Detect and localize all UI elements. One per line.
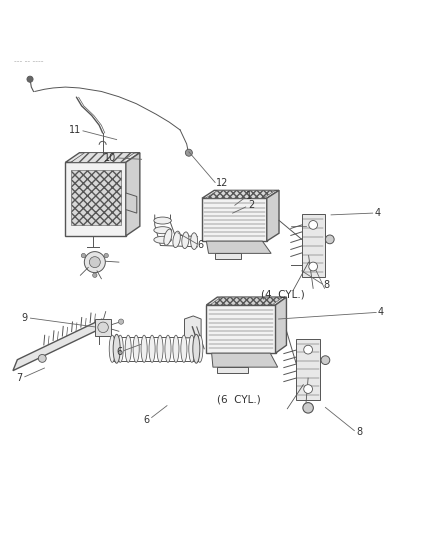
Text: 6: 6: [197, 240, 203, 249]
Polygon shape: [201, 190, 279, 198]
Circle shape: [27, 76, 33, 82]
Ellipse shape: [190, 233, 197, 249]
Ellipse shape: [109, 335, 115, 362]
Polygon shape: [301, 214, 324, 278]
Text: --- -- ----: --- -- ----: [14, 58, 43, 66]
Text: 12: 12: [215, 179, 228, 188]
Ellipse shape: [153, 236, 171, 243]
Text: 4: 4: [377, 308, 383, 318]
Ellipse shape: [84, 252, 105, 272]
Polygon shape: [71, 153, 134, 163]
Text: 9: 9: [21, 313, 28, 323]
Text: 2: 2: [247, 200, 254, 210]
Ellipse shape: [133, 335, 139, 362]
Polygon shape: [71, 170, 120, 225]
Circle shape: [81, 253, 85, 258]
Polygon shape: [205, 190, 275, 198]
Ellipse shape: [180, 335, 187, 362]
Text: (4  CYL.): (4 CYL.): [261, 290, 304, 300]
Text: 8: 8: [355, 427, 361, 437]
Text: (6  CYL.): (6 CYL.): [217, 395, 261, 405]
Polygon shape: [13, 319, 102, 370]
Polygon shape: [295, 338, 319, 400]
Ellipse shape: [89, 257, 100, 268]
Polygon shape: [209, 297, 283, 305]
Polygon shape: [206, 241, 271, 253]
Ellipse shape: [181, 232, 188, 248]
Circle shape: [320, 356, 329, 365]
Ellipse shape: [148, 335, 155, 362]
Circle shape: [308, 221, 317, 229]
Text: 11: 11: [69, 125, 81, 135]
Ellipse shape: [113, 334, 120, 363]
Ellipse shape: [173, 231, 180, 248]
Text: 6: 6: [116, 347, 122, 357]
Ellipse shape: [141, 335, 147, 362]
Text: 4: 4: [374, 208, 380, 218]
Polygon shape: [65, 163, 126, 236]
Polygon shape: [217, 367, 247, 373]
Circle shape: [118, 319, 124, 324]
Text: 8: 8: [323, 280, 329, 290]
Circle shape: [302, 402, 313, 413]
Text: 7: 7: [16, 373, 22, 383]
Ellipse shape: [163, 229, 172, 245]
Polygon shape: [215, 253, 241, 260]
Ellipse shape: [153, 217, 171, 224]
Polygon shape: [211, 353, 277, 367]
Text: 1: 1: [245, 191, 251, 201]
Ellipse shape: [188, 335, 194, 362]
Ellipse shape: [153, 227, 171, 233]
Polygon shape: [126, 153, 140, 236]
Text: 6: 6: [143, 415, 149, 425]
Polygon shape: [206, 305, 275, 353]
Polygon shape: [65, 153, 140, 163]
Circle shape: [303, 345, 312, 354]
Circle shape: [325, 235, 333, 244]
Circle shape: [92, 273, 97, 278]
Circle shape: [185, 149, 192, 156]
Circle shape: [308, 262, 317, 271]
Ellipse shape: [165, 335, 171, 362]
Ellipse shape: [173, 335, 179, 362]
Circle shape: [38, 354, 46, 362]
Polygon shape: [275, 297, 286, 353]
Polygon shape: [266, 190, 279, 241]
Ellipse shape: [196, 335, 202, 362]
Polygon shape: [201, 198, 266, 241]
Polygon shape: [206, 297, 286, 305]
Ellipse shape: [192, 334, 199, 363]
Polygon shape: [126, 193, 137, 213]
Polygon shape: [184, 316, 201, 338]
Circle shape: [104, 253, 108, 258]
Ellipse shape: [117, 335, 123, 362]
Polygon shape: [95, 319, 111, 336]
Text: 10: 10: [104, 153, 116, 163]
Circle shape: [303, 385, 312, 393]
Ellipse shape: [157, 335, 162, 362]
Ellipse shape: [125, 335, 131, 362]
Circle shape: [98, 322, 108, 333]
